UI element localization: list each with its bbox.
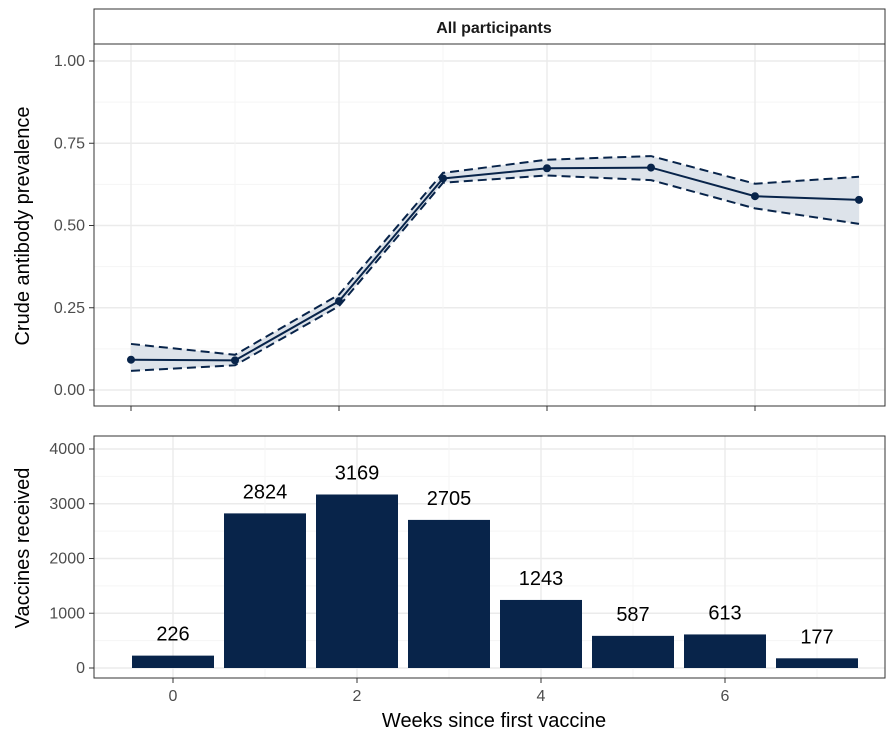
bottom-x-axis: 0 2 4 6 (169, 678, 730, 705)
bar-labels: 226 2824 3169 2705 1243 587 613 177 (156, 462, 833, 648)
prevalence-point (231, 356, 239, 365)
estimate-line (130, 166, 860, 362)
bar (408, 519, 490, 668)
prevalence-point (127, 355, 135, 364)
bar (776, 658, 858, 668)
top-y-axis: 0.00 0.25 0.50 0.75 1.00 (54, 53, 94, 399)
bar-value-label: 3169 (335, 462, 380, 484)
lower-ci-line (130, 174, 860, 372)
strip-background (93, 8, 886, 45)
top-y-tick-label: 0.75 (54, 135, 85, 152)
bar (224, 513, 306, 668)
prevalence-point (543, 164, 551, 173)
bar (684, 634, 766, 668)
bottom-y-tick-label: 1000 (49, 605, 85, 622)
bottom-x-tick-label: 2 (353, 688, 362, 705)
bar-value-label: 177 (800, 626, 833, 648)
bottom-y-tick-label: 4000 (49, 441, 85, 458)
bars (132, 494, 858, 668)
prevalence-point (751, 192, 759, 201)
confidence-band (131, 156, 859, 371)
bar-value-label: 2705 (427, 488, 472, 510)
prevalence-point (855, 195, 863, 204)
top-y-tick-label: 0.25 (54, 300, 85, 317)
bottom-x-tick-label: 0 (169, 688, 178, 705)
bottom-y-axis: 0 1000 2000 3000 4000 (49, 441, 94, 677)
bottom-panel: 226 2824 3169 2705 1243 587 613 177 0 1000 2000 30… (12, 435, 886, 732)
bottom-y-tick-label: 3000 (49, 496, 85, 513)
confidence-band-area (131, 156, 859, 371)
strip-title: All participants (436, 20, 552, 37)
bar-value-label: 226 (156, 624, 189, 646)
bar-value-label: 613 (708, 602, 741, 624)
top-y-tick-label: 1.00 (54, 53, 85, 70)
x-axis-label: Weeks since first vaccine (382, 710, 606, 732)
bottom-y-tick-label: 0 (76, 660, 85, 677)
bar (316, 494, 398, 668)
bar (592, 635, 674, 668)
prevalence-lines (130, 155, 860, 372)
top-y-tick-label: 0.00 (54, 382, 85, 399)
bar-value-label: 1243 (519, 568, 564, 590)
bar (132, 655, 214, 668)
bar-value-label: 2824 (243, 481, 288, 503)
top-panel: All participants 0.00 0.25 0.50 0.75 1.00 Cr… (12, 8, 886, 411)
bar-value-label: 587 (616, 604, 649, 626)
top-x-ticks (130, 406, 756, 411)
top-y-tick-label: 0.50 (54, 218, 85, 235)
bottom-y-axis-label: Vaccines received (12, 468, 34, 629)
upper-ci-line (130, 155, 860, 356)
top-y-axis-label: Crude antibody prevalence (12, 106, 34, 345)
prevalence-point (647, 163, 655, 172)
bottom-x-tick-label: 4 (537, 688, 546, 705)
top-gridlines (94, 44, 885, 406)
prevalence-point (439, 174, 447, 183)
bottom-x-tick-label: 6 (721, 688, 730, 705)
bar (500, 599, 582, 668)
bottom-y-tick-label: 2000 (49, 551, 85, 568)
prevalence-point (335, 297, 343, 306)
bottom-panel-border (93, 435, 886, 679)
prevalence-points (127, 163, 863, 365)
